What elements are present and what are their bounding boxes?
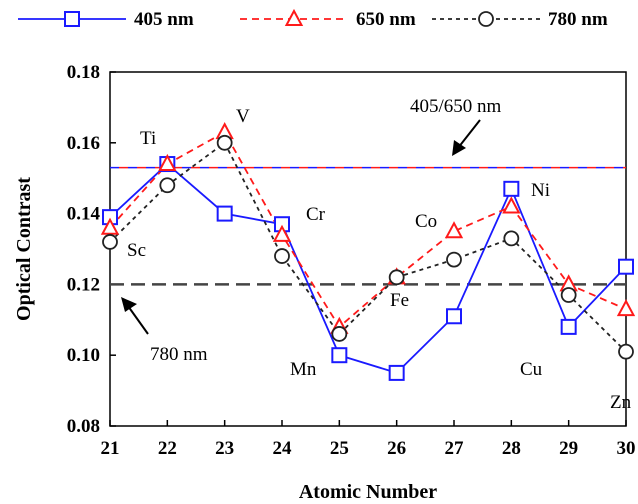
marker-triangle — [100, 217, 120, 235]
arrow-780-head — [121, 297, 137, 312]
legend: 405 nm 650 nm 780 nm — [18, 8, 608, 30]
x-tick-label: 30 — [617, 438, 636, 459]
element-label: V — [236, 106, 250, 127]
arrow-405-650-shaft — [457, 119, 481, 149]
marker-square — [64, 11, 80, 27]
marker-square — [216, 205, 233, 222]
marker-circle — [560, 287, 577, 303]
marker-triangle — [272, 224, 292, 242]
x-tick-label: 29 — [559, 438, 578, 459]
y-tick-label: 0.12 — [67, 274, 100, 295]
y-tick-label: 0.10 — [67, 345, 100, 366]
x-tick-label: 24 — [273, 438, 293, 459]
element-label: Co — [415, 211, 437, 232]
series-line — [109, 130, 627, 329]
element-label: Ti — [140, 128, 156, 149]
marker-triangle — [502, 196, 521, 214]
legend-label: 780 nm — [548, 9, 608, 30]
y-tick-label: 0.18 — [67, 62, 100, 83]
element-label: Mn — [290, 359, 317, 380]
y-tick-label: 0.14 — [67, 204, 101, 225]
annotations: Sc Ti V Cr Mn Fe Co Ni Cu Zn 405/650 nm 780 nm — [121, 96, 632, 413]
series-line — [109, 162, 627, 374]
x-tick-label: 23 — [215, 438, 234, 459]
element-label: Zn — [610, 392, 632, 413]
y-tick-label: 0.16 — [67, 133, 100, 154]
reference-lines — [110, 166, 626, 286]
marker-circle — [102, 234, 118, 250]
plot-border — [109, 71, 627, 427]
x-tick-label: 21 — [101, 438, 120, 459]
marker-circle — [388, 269, 405, 286]
x-tick-label: 28 — [502, 438, 521, 459]
element-label: Sc — [127, 240, 146, 261]
marker-square — [446, 308, 462, 325]
y-axis-title: Optical Contrast — [13, 177, 35, 321]
x-tick-label: 27 — [445, 438, 465, 459]
marker-square — [503, 180, 520, 197]
marker-circle — [216, 134, 233, 151]
marker-circle — [274, 248, 290, 264]
arrow-780-shaft — [127, 305, 149, 335]
marker-square — [331, 347, 348, 364]
legend-label: 405 nm — [134, 9, 194, 30]
marker-circle — [446, 251, 462, 268]
element-label: Ni — [531, 180, 550, 201]
reference-label-780: 780 nm — [150, 344, 208, 365]
plot-frame — [109, 71, 627, 427]
reference-label-405-650: 405/650 nm — [410, 96, 502, 117]
element-label: Fe — [390, 290, 409, 311]
marker-square — [618, 258, 634, 275]
series-layer — [100, 122, 636, 381]
y-tick-label: 0.08 — [67, 416, 100, 437]
marker-circle — [503, 230, 520, 247]
marker-circle — [331, 326, 348, 342]
marker-circle — [618, 343, 634, 360]
marker-square — [560, 318, 577, 335]
element-label: Cr — [306, 204, 326, 225]
legend-label: 650 nm — [356, 9, 416, 30]
marker-triangle — [444, 221, 464, 239]
x-tick-label: 26 — [387, 438, 406, 459]
marker-triangle — [616, 299, 636, 317]
x-axis-title: Atomic Number — [299, 481, 437, 503]
marker-circle — [478, 11, 494, 27]
x-tick-label: 25 — [330, 438, 349, 459]
x-tick-label: 22 — [158, 438, 177, 459]
series-line — [109, 141, 627, 353]
axes-text: 0.08 0.10 0.12 0.14 0.16 0.18 21 22 23 24 25 26 27 28… — [13, 62, 636, 503]
marker-circle — [159, 177, 176, 194]
marker-triangle — [158, 153, 177, 172]
marker-triangle — [284, 8, 304, 26]
marker-square — [388, 364, 405, 381]
arrow-405-650-head — [452, 140, 466, 156]
element-label: Cu — [520, 359, 543, 380]
